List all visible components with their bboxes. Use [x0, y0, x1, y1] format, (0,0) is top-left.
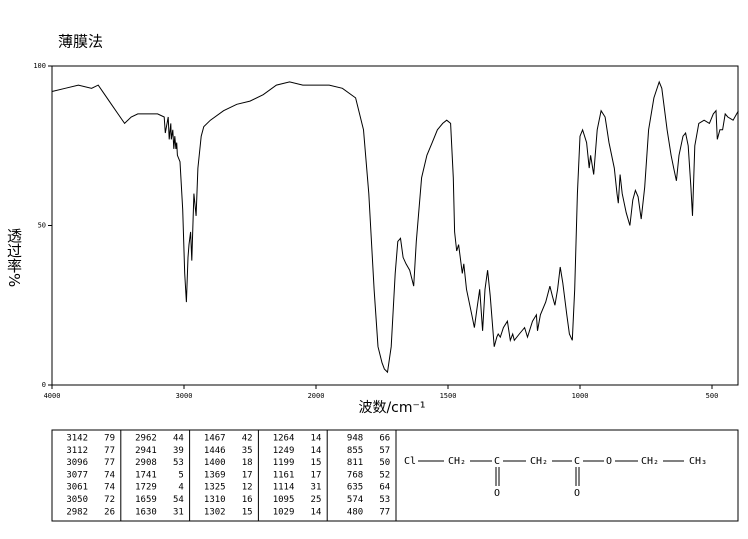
peak-wavenumber: 1741 [135, 470, 157, 480]
bonds [418, 460, 684, 486]
peak-transmittance: 74 [104, 470, 115, 480]
peak-transmittance: 54 [173, 495, 184, 505]
peak-wavenumber: 1729 [135, 483, 157, 493]
peak-transmittance: 16 [242, 495, 253, 505]
y-tick-label: 0 [42, 381, 46, 389]
peak-wavenumber: 3050 [66, 495, 88, 505]
peak-wavenumber: 1095 [273, 495, 295, 505]
carbonyl-oxygen: O [574, 488, 580, 499]
y-tick-label: 100 [33, 62, 46, 70]
y-axis-label: 透过率% [5, 228, 23, 287]
peak-wavenumber: 1630 [135, 507, 157, 517]
peak-wavenumber: 811 [347, 458, 363, 468]
atom: Cl [404, 456, 416, 467]
peak-transmittance: 74 [104, 483, 115, 493]
peak-transmittance: 15 [311, 458, 322, 468]
peak-wavenumber: 1467 [204, 434, 226, 444]
peak-wavenumber: 1369 [204, 470, 226, 480]
peak-transmittance: 79 [104, 434, 115, 444]
peak-wavenumber: 1446 [204, 446, 226, 456]
peak-transmittance: 31 [311, 483, 322, 493]
peak-wavenumber: 1325 [204, 483, 226, 493]
peak-wavenumber: 2962 [135, 434, 157, 444]
x-axis-label: 波数/cm⁻¹ [358, 400, 425, 416]
x-tick-label: 3000 [176, 392, 193, 400]
peak-transmittance: 25 [311, 495, 322, 505]
peak-wavenumber: 1264 [273, 434, 295, 444]
peak-transmittance: 14 [311, 446, 322, 456]
peak-transmittance: 53 [379, 495, 390, 505]
peak-transmittance: 14 [311, 434, 322, 444]
peak-transmittance: 77 [104, 446, 115, 456]
peak-transmittance: 77 [104, 458, 115, 468]
x-tick-label: 1500 [440, 392, 457, 400]
atom: C [494, 456, 500, 467]
atom: CH₂ [448, 456, 466, 467]
atom: CH₂ [530, 456, 548, 467]
peak-wavenumber: 635 [347, 483, 363, 493]
peak-wavenumber: 1029 [273, 507, 295, 517]
peak-wavenumber: 1249 [273, 446, 295, 456]
peak-transmittance: 72 [104, 495, 115, 505]
peak-transmittance: 17 [311, 470, 322, 480]
peak-wavenumber: 1161 [273, 470, 295, 480]
peak-transmittance: 12 [242, 483, 253, 493]
peak-wavenumber: 3142 [66, 434, 88, 444]
peak-wavenumber: 1114 [273, 483, 295, 493]
peak-transmittance: 17 [242, 470, 253, 480]
peak-transmittance: 15 [242, 507, 253, 517]
peak-transmittance: 52 [379, 470, 390, 480]
peak-wavenumber: 3112 [66, 446, 88, 456]
peak-transmittance: 14 [311, 507, 322, 517]
x-tick-label: 4000 [44, 392, 61, 400]
x-tick-label: 500 [706, 392, 719, 400]
peak-wavenumber: 1302 [204, 507, 226, 517]
carbonyl-oxygen: O [494, 488, 500, 499]
peak-transmittance: 53 [173, 458, 184, 468]
peak-transmittance: 31 [173, 507, 184, 517]
peak-transmittance: 77 [379, 507, 390, 517]
peak-transmittance: 26 [104, 507, 115, 517]
peak-transmittance: 66 [379, 434, 390, 444]
atom: C [574, 456, 580, 467]
spectrum-line [51, 80, 739, 374]
atom: CH₂ [641, 456, 659, 467]
peak-wavenumber: 574 [347, 495, 363, 505]
peak-wavenumber: 1310 [204, 495, 226, 505]
x-tick-label: 2000 [308, 392, 325, 400]
peak-wavenumber: 2982 [66, 507, 88, 517]
peak-transmittance: 4 [178, 483, 183, 493]
y-tick-label: 50 [38, 222, 46, 230]
peak-transmittance: 57 [379, 446, 390, 456]
peak-transmittance: 50 [379, 458, 390, 468]
peak-transmittance: 64 [379, 483, 390, 493]
peak-wavenumber: 1199 [273, 458, 295, 468]
peak-wavenumber: 948 [347, 434, 363, 444]
peak-wavenumber: 1659 [135, 495, 157, 505]
peak-wavenumber: 2941 [135, 446, 157, 456]
peak-wavenumber: 855 [347, 446, 363, 456]
peak-wavenumber: 768 [347, 470, 363, 480]
x-tick-label: 1000 [572, 392, 589, 400]
chart-title: 薄膜法 [58, 33, 103, 51]
peak-wavenumber: 3096 [66, 458, 88, 468]
peak-transmittance: 35 [242, 446, 253, 456]
peak-wavenumber: 3061 [66, 483, 88, 493]
table-frame [51, 429, 739, 522]
atom: O [606, 456, 612, 467]
peak-transmittance: 39 [173, 446, 184, 456]
peak-transmittance: 5 [178, 470, 183, 480]
peak-wavenumber: 1400 [204, 458, 226, 468]
peak-transmittance: 44 [173, 434, 184, 444]
peak-wavenumber: 3077 [66, 470, 88, 480]
peak-wavenumber: 480 [347, 507, 363, 517]
peak-transmittance: 42 [242, 434, 253, 444]
peak-wavenumber: 2908 [135, 458, 157, 468]
atom: CH₃ [689, 456, 707, 467]
peak-transmittance: 18 [242, 458, 253, 468]
